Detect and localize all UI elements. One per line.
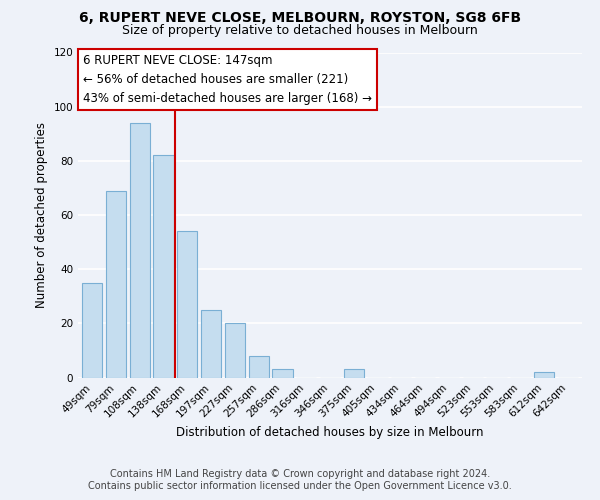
Bar xyxy=(248,356,269,378)
Y-axis label: Number of detached properties: Number of detached properties xyxy=(35,122,48,308)
Bar xyxy=(201,310,221,378)
Text: Size of property relative to detached houses in Melbourn: Size of property relative to detached ho… xyxy=(122,24,478,37)
Bar xyxy=(82,282,103,378)
Bar xyxy=(272,370,293,378)
Bar xyxy=(130,123,150,378)
Bar xyxy=(344,370,364,378)
Bar xyxy=(225,324,245,378)
Text: 6 RUPERT NEVE CLOSE: 147sqm
← 56% of detached houses are smaller (221)
43% of se: 6 RUPERT NEVE CLOSE: 147sqm ← 56% of det… xyxy=(83,54,372,105)
Bar xyxy=(534,372,554,378)
Bar xyxy=(177,231,197,378)
Text: 6, RUPERT NEVE CLOSE, MELBOURN, ROYSTON, SG8 6FB: 6, RUPERT NEVE CLOSE, MELBOURN, ROYSTON,… xyxy=(79,11,521,25)
Text: Contains HM Land Registry data © Crown copyright and database right 2024.
Contai: Contains HM Land Registry data © Crown c… xyxy=(88,470,512,491)
Bar xyxy=(154,156,173,378)
Bar xyxy=(106,190,126,378)
X-axis label: Distribution of detached houses by size in Melbourn: Distribution of detached houses by size … xyxy=(176,426,484,439)
